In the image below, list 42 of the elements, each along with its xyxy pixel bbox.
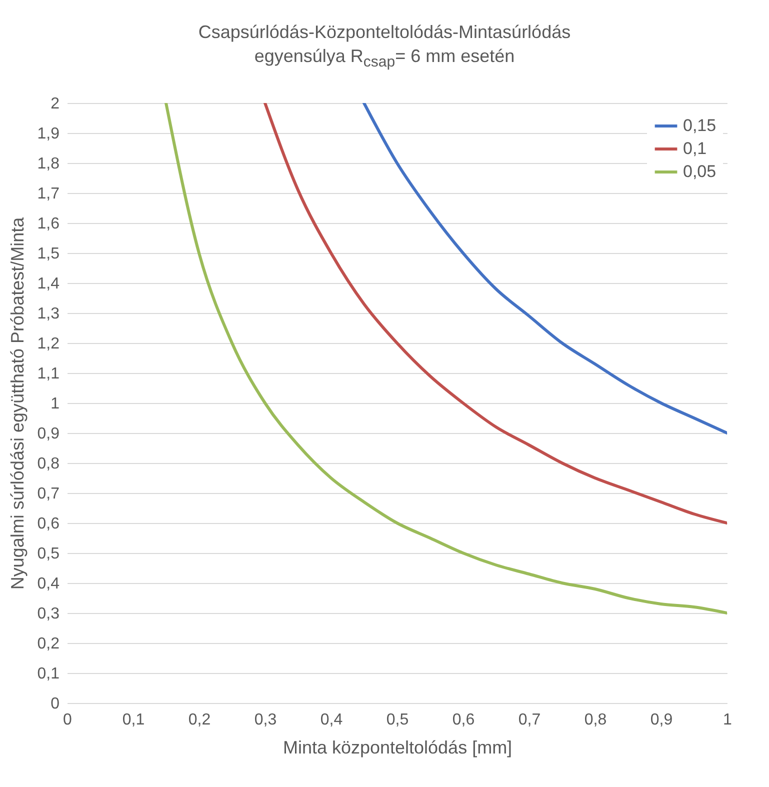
y-tick-label: 0,7 [37,485,60,502]
x-tick-label: 0,8 [584,711,607,728]
y-tick-label: 1,6 [37,215,60,232]
y-tick-label: 0,5 [37,545,60,562]
y-tick-label: 1 [50,395,60,412]
y-tick-label: 0,4 [37,575,60,592]
legend-label: 0,15 [683,116,716,135]
y-tick-label: 0,2 [37,635,60,652]
legend-label: 0,1 [683,138,707,158]
y-tick-label: 0,6 [37,515,60,532]
x-axis-title: Minta központeltolódás [mm] [282,737,512,758]
line-series [164,102,727,614]
line-series [264,102,727,524]
y-tick-label: 0,8 [37,455,60,472]
x-tick-label: 0,1 [122,711,145,728]
y-tick-label: 0,3 [37,605,60,622]
chart-subtitle: egyensúlya R$_{csap}$= 6 mm esetén [253,45,516,73]
y-tick-label: 0 [50,695,60,712]
y-tick-label: 1,3 [37,305,60,322]
y-tick-label: 1,4 [37,275,60,292]
x-tick-label: 0,9 [650,711,673,728]
x-tick-label: 0,4 [320,711,343,728]
x-tick-label: 0,2 [188,711,211,728]
y-tick-label: 1,5 [37,245,60,262]
x-tick-label: 0,7 [518,711,541,728]
y-tick-label: 1,2 [37,335,60,352]
y-tick-label: 0,9 [37,425,60,442]
x-tick-label: 0,6 [452,711,475,728]
line-series [362,102,727,434]
x-tick-label: 0,5 [386,711,409,728]
y-axis-title: Nyugalmi súrlódási együttható Próbatest/Minta [7,216,28,590]
x-tick-label: 0 [63,711,72,728]
x-tick-label: 1 [723,711,732,728]
legend-label: 0,05 [683,162,716,181]
chart-title: Csapsúrlódás-Központeltolódás-Mintasúrlódás [197,21,572,44]
y-tick-label: 1,7 [37,185,60,202]
y-tick-label: 2 [50,95,60,112]
y-tick-label: 1,8 [37,155,60,172]
x-tick-label: 0,3 [254,711,277,728]
y-tick-label: 1,1 [37,365,60,382]
y-tick-label: 1,9 [37,125,60,142]
y-tick-label: 0,1 [37,665,60,682]
